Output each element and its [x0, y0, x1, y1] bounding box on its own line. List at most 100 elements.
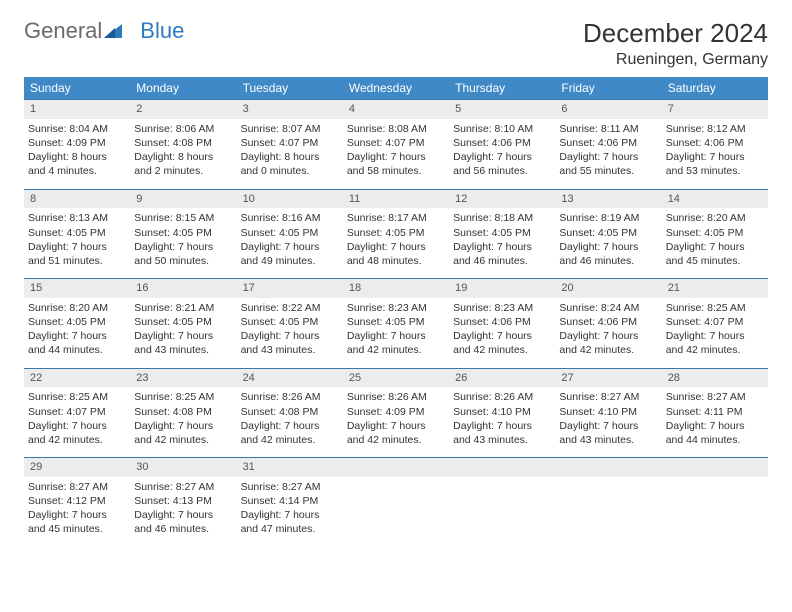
daylight-line-2: and 43 minutes.	[134, 343, 232, 357]
daylight-line-2: and 47 minutes.	[241, 522, 339, 536]
calendar-cell	[343, 458, 449, 547]
calendar-cell	[662, 458, 768, 547]
title-block: December 2024 Rueningen, Germany	[583, 18, 768, 69]
day-content: Sunrise: 8:08 AMSunset: 4:07 PMDaylight:…	[343, 119, 449, 189]
calendar-cell: 21Sunrise: 8:25 AMSunset: 4:07 PMDayligh…	[662, 279, 768, 369]
daylight-line-2: and 44 minutes.	[666, 433, 764, 447]
sunrise-line: Sunrise: 8:15 AM	[134, 211, 232, 225]
daylight-line-1: Daylight: 7 hours	[347, 240, 445, 254]
daylight-line-1: Daylight: 7 hours	[453, 419, 551, 433]
day-content: Sunrise: 8:04 AMSunset: 4:09 PMDaylight:…	[24, 119, 130, 189]
day-number: 23	[130, 369, 236, 388]
daylight-line-1: Daylight: 7 hours	[347, 419, 445, 433]
sunset-line: Sunset: 4:06 PM	[559, 136, 657, 150]
sunrise-line: Sunrise: 8:13 AM	[28, 211, 126, 225]
day-content: Sunrise: 8:06 AMSunset: 4:08 PMDaylight:…	[130, 119, 236, 189]
sunset-line: Sunset: 4:07 PM	[241, 136, 339, 150]
daylight-line-2: and 50 minutes.	[134, 254, 232, 268]
sunrise-line: Sunrise: 8:10 AM	[453, 122, 551, 136]
day-content: Sunrise: 8:20 AMSunset: 4:05 PMDaylight:…	[24, 298, 130, 368]
daylight-line-1: Daylight: 7 hours	[666, 150, 764, 164]
sunset-line: Sunset: 4:10 PM	[559, 405, 657, 419]
calendar-cell: 26Sunrise: 8:26 AMSunset: 4:10 PMDayligh…	[449, 368, 555, 458]
daylight-line-2: and 4 minutes.	[28, 164, 126, 178]
daylight-line-1: Daylight: 7 hours	[241, 329, 339, 343]
day-number: 14	[662, 190, 768, 209]
calendar-row: 15Sunrise: 8:20 AMSunset: 4:05 PMDayligh…	[24, 279, 768, 369]
day-content: Sunrise: 8:27 AMSunset: 4:11 PMDaylight:…	[662, 387, 768, 457]
day-content: Sunrise: 8:25 AMSunset: 4:07 PMDaylight:…	[662, 298, 768, 368]
calendar-cell: 6Sunrise: 8:11 AMSunset: 4:06 PMDaylight…	[555, 100, 661, 190]
daylight-line-2: and 48 minutes.	[347, 254, 445, 268]
day-content: Sunrise: 8:26 AMSunset: 4:10 PMDaylight:…	[449, 387, 555, 457]
month-title: December 2024	[583, 18, 768, 49]
calendar-cell: 19Sunrise: 8:23 AMSunset: 4:06 PMDayligh…	[449, 279, 555, 369]
calendar-cell: 1Sunrise: 8:04 AMSunset: 4:09 PMDaylight…	[24, 100, 130, 190]
daylight-line-1: Daylight: 7 hours	[241, 508, 339, 522]
sunset-line: Sunset: 4:13 PM	[134, 494, 232, 508]
calendar-cell: 9Sunrise: 8:15 AMSunset: 4:05 PMDaylight…	[130, 189, 236, 279]
sunset-line: Sunset: 4:05 PM	[28, 226, 126, 240]
day-number: 6	[555, 100, 661, 119]
daylight-line-2: and 43 minutes.	[559, 433, 657, 447]
daylight-line-1: Daylight: 7 hours	[559, 419, 657, 433]
day-content: Sunrise: 8:15 AMSunset: 4:05 PMDaylight:…	[130, 208, 236, 278]
day-number: 17	[237, 279, 343, 298]
day-number: 21	[662, 279, 768, 298]
sunset-line: Sunset: 4:06 PM	[666, 136, 764, 150]
calendar-cell: 14Sunrise: 8:20 AMSunset: 4:05 PMDayligh…	[662, 189, 768, 279]
sunrise-line: Sunrise: 8:23 AM	[453, 301, 551, 315]
daylight-line-1: Daylight: 7 hours	[453, 240, 551, 254]
daylight-line-2: and 45 minutes.	[666, 254, 764, 268]
daylight-line-2: and 42 minutes.	[453, 343, 551, 357]
day-number: 16	[130, 279, 236, 298]
day-content: Sunrise: 8:27 AMSunset: 4:10 PMDaylight:…	[555, 387, 661, 457]
day-number: 8	[24, 190, 130, 209]
daylight-line-2: and 42 minutes.	[28, 433, 126, 447]
calendar-table: Sunday Monday Tuesday Wednesday Thursday…	[24, 77, 768, 547]
sunset-line: Sunset: 4:05 PM	[347, 315, 445, 329]
sunrise-line: Sunrise: 8:18 AM	[453, 211, 551, 225]
sunrise-line: Sunrise: 8:12 AM	[666, 122, 764, 136]
sunset-line: Sunset: 4:05 PM	[241, 315, 339, 329]
weekday-sunday: Sunday	[24, 77, 130, 100]
daylight-line-2: and 44 minutes.	[28, 343, 126, 357]
day-content: Sunrise: 8:20 AMSunset: 4:05 PMDaylight:…	[662, 208, 768, 278]
sunrise-line: Sunrise: 8:25 AM	[28, 390, 126, 404]
day-number: 29	[24, 458, 130, 477]
calendar-cell: 15Sunrise: 8:20 AMSunset: 4:05 PMDayligh…	[24, 279, 130, 369]
daylight-line-1: Daylight: 7 hours	[28, 508, 126, 522]
calendar-cell: 5Sunrise: 8:10 AMSunset: 4:06 PMDaylight…	[449, 100, 555, 190]
calendar-body: 1Sunrise: 8:04 AMSunset: 4:09 PMDaylight…	[24, 100, 768, 547]
daylight-line-1: Daylight: 7 hours	[28, 419, 126, 433]
sunset-line: Sunset: 4:07 PM	[666, 315, 764, 329]
daylight-line-1: Daylight: 7 hours	[241, 240, 339, 254]
daylight-line-1: Daylight: 7 hours	[666, 419, 764, 433]
calendar-cell: 2Sunrise: 8:06 AMSunset: 4:08 PMDaylight…	[130, 100, 236, 190]
sunset-line: Sunset: 4:11 PM	[666, 405, 764, 419]
day-number: 18	[343, 279, 449, 298]
sunset-line: Sunset: 4:05 PM	[453, 226, 551, 240]
calendar-cell: 18Sunrise: 8:23 AMSunset: 4:05 PMDayligh…	[343, 279, 449, 369]
day-content: Sunrise: 8:22 AMSunset: 4:05 PMDaylight:…	[237, 298, 343, 368]
calendar-cell: 30Sunrise: 8:27 AMSunset: 4:13 PMDayligh…	[130, 458, 236, 547]
day-number: 7	[662, 100, 768, 119]
sunset-line: Sunset: 4:08 PM	[134, 136, 232, 150]
calendar-cell: 27Sunrise: 8:27 AMSunset: 4:10 PMDayligh…	[555, 368, 661, 458]
day-content: Sunrise: 8:23 AMSunset: 4:05 PMDaylight:…	[343, 298, 449, 368]
daylight-line-1: Daylight: 7 hours	[559, 329, 657, 343]
daylight-line-2: and 49 minutes.	[241, 254, 339, 268]
calendar-cell: 12Sunrise: 8:18 AMSunset: 4:05 PMDayligh…	[449, 189, 555, 279]
day-content: Sunrise: 8:12 AMSunset: 4:06 PMDaylight:…	[662, 119, 768, 189]
logo-text-general: General	[24, 18, 102, 44]
day-number: 26	[449, 369, 555, 388]
calendar-cell: 20Sunrise: 8:24 AMSunset: 4:06 PMDayligh…	[555, 279, 661, 369]
daylight-line-2: and 42 minutes.	[347, 433, 445, 447]
day-content: Sunrise: 8:25 AMSunset: 4:07 PMDaylight:…	[24, 387, 130, 457]
daylight-line-2: and 58 minutes.	[347, 164, 445, 178]
daylight-line-1: Daylight: 7 hours	[666, 329, 764, 343]
day-content: Sunrise: 8:07 AMSunset: 4:07 PMDaylight:…	[237, 119, 343, 189]
calendar-row: 22Sunrise: 8:25 AMSunset: 4:07 PMDayligh…	[24, 368, 768, 458]
calendar-cell: 23Sunrise: 8:25 AMSunset: 4:08 PMDayligh…	[130, 368, 236, 458]
day-content: Sunrise: 8:24 AMSunset: 4:06 PMDaylight:…	[555, 298, 661, 368]
